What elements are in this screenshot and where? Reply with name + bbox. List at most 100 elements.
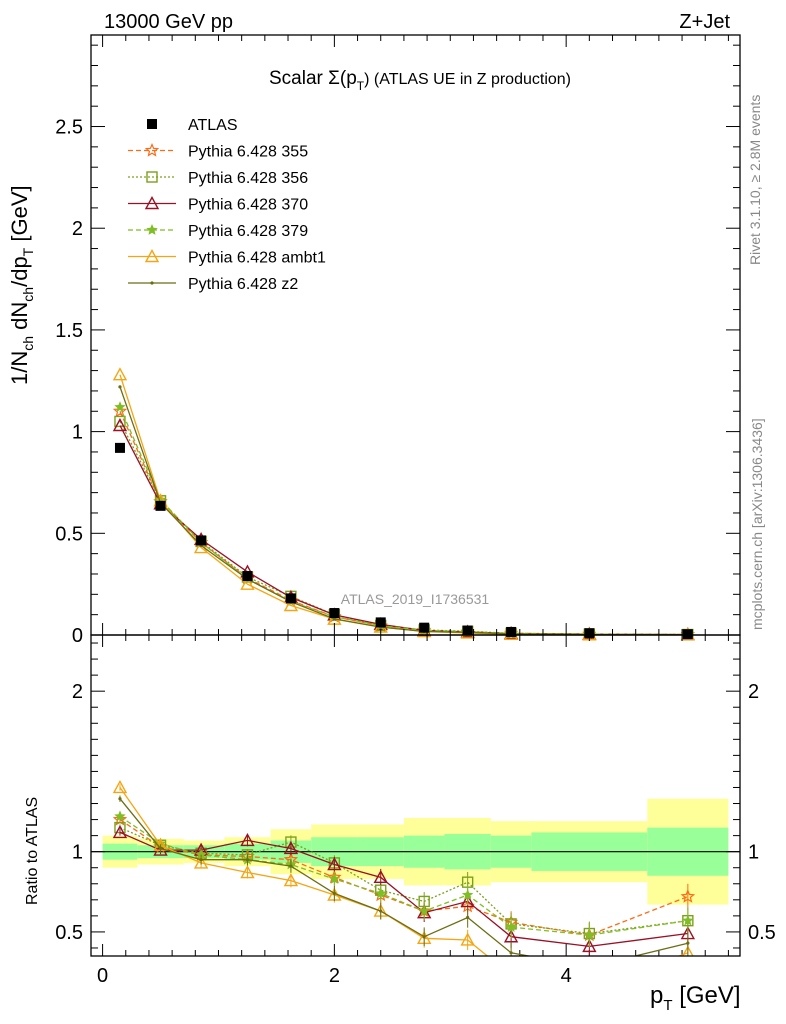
ratio-data-point	[375, 887, 387, 899]
ratio-data-point	[422, 935, 426, 939]
atlas-data-point	[329, 608, 340, 619]
y-tick-label: 1.5	[55, 320, 83, 342]
atlas-data-point	[506, 626, 517, 637]
legend-label: Pythia 6.428 355	[188, 144, 308, 161]
ratio-y-tick-label-right: 1	[748, 842, 759, 864]
ratio-y-tick-label: 1	[72, 842, 83, 864]
ratio-panel: 0 2 4 0.5 0.5 1 1 2 2	[55, 634, 776, 987]
legend-swatch-marker	[144, 196, 160, 210]
ratio-data-point	[418, 905, 430, 916]
atlas-data-point	[155, 500, 166, 511]
ratio-data-point	[682, 914, 694, 926]
ratio-plot-frame	[90, 634, 741, 957]
atlas-data-point	[114, 442, 125, 453]
ratio-data-point	[289, 864, 293, 868]
ratio-data-point	[118, 797, 122, 801]
ratio-data-point	[373, 869, 388, 884]
series-line	[119, 411, 688, 636]
data-point	[114, 401, 126, 413]
ratio-y-tick-label: 2	[72, 681, 83, 703]
atlas-data-point	[419, 622, 430, 633]
ratio-data-point	[328, 873, 341, 884]
ratio-data-point	[112, 824, 128, 839]
ratio-y-tick-label: 0.5	[55, 922, 83, 944]
atlas-data-point	[462, 625, 473, 636]
ratio-series-line	[119, 815, 688, 936]
top-y-axis-label: 1/Nch dNch/dpT [GeV]	[7, 185, 36, 385]
watermark-analysis: ATLAS_2019_I1736531	[341, 591, 490, 607]
ratio-data-point	[682, 945, 694, 956]
ratio-series-line	[119, 831, 688, 948]
legend-swatch-marker	[150, 281, 154, 285]
data-point	[112, 403, 128, 418]
y-tick-label: 0.5	[55, 523, 83, 545]
data-point	[112, 418, 128, 432]
series-line	[119, 386, 688, 636]
process-label: Z+Jet	[679, 11, 730, 33]
series-line	[119, 421, 688, 636]
ratio-series-line	[119, 798, 688, 956]
ratio-data-point	[114, 810, 126, 822]
legend: ATLAS Pythia 6.428 355 Pythia 6.428 356 Pyt…	[128, 117, 326, 293]
atlas-data-point	[375, 617, 386, 628]
y-tick-label: 2.5	[55, 117, 83, 139]
legend-swatch-marker	[146, 224, 158, 235]
ratio-series-group	[112, 780, 696, 956]
y-tick-label: 2	[72, 218, 83, 240]
legend-label: Pythia 6.428 370	[188, 197, 308, 214]
ratio-series-line	[119, 827, 688, 935]
x-axis-label: pT [GeV]	[650, 982, 741, 1014]
ratio-data-point	[240, 832, 255, 847]
data-point	[118, 385, 122, 389]
ratio-data-point	[461, 889, 474, 900]
ratio-series-line	[119, 787, 689, 956]
atlas-data-point	[242, 571, 253, 582]
ratio-data-point	[327, 857, 342, 871]
legend-label: Pythia 6.428 ambt1	[188, 250, 326, 267]
legend-swatch-marker	[146, 171, 158, 183]
x-tick-label: 4	[561, 965, 572, 987]
legend-swatch-marker	[144, 249, 160, 263]
x-tick-label: 2	[329, 965, 340, 987]
ratio-data-point	[199, 858, 203, 862]
ratio-data-point	[158, 846, 163, 851]
ratio-data-point	[583, 929, 595, 940]
data-point	[112, 367, 128, 381]
ratio-data-point	[460, 932, 475, 946]
ratio-data-point	[195, 848, 207, 860]
x-tick-label: 0	[97, 965, 108, 987]
legend-swatch-marker	[147, 119, 157, 129]
energy-label: 13000 GeV pp	[104, 11, 233, 33]
atlas-data-point	[196, 535, 207, 546]
legend-swatch-marker	[144, 142, 160, 157]
legend-label: Pythia 6.428 379	[188, 223, 308, 240]
data-point	[283, 598, 299, 612]
legend-label: Pythia 6.428 356	[188, 170, 308, 187]
legend-label: Pythia 6.428 z2	[188, 276, 298, 293]
ratio-data-point	[332, 891, 336, 896]
ratio-data-point	[509, 951, 513, 955]
y-tick-label: 0	[72, 625, 83, 647]
ratio-data-point	[460, 893, 475, 908]
top-panel: 0 0.5 1 1.5 2 2.5	[55, 34, 741, 956]
ratio-data-point	[283, 841, 299, 855]
rivet-label: Rivet 3.1.10, ≥ 2.8M events	[747, 95, 763, 265]
ratio-data-point	[680, 889, 696, 903]
ratio-data-point	[112, 780, 128, 794]
ratio-data-point	[466, 915, 470, 920]
ratio-data-point	[379, 909, 383, 913]
ratio-data-point	[283, 873, 299, 887]
ratio-data-point	[240, 865, 255, 879]
ratio-data-point	[582, 938, 597, 953]
ratio-data-point	[686, 941, 690, 945]
ratio-data-point	[245, 858, 250, 862]
plot-title: Scalar Σ(pT) (ATLAS UE in Z production)	[269, 68, 571, 93]
ratio-data-point	[505, 921, 517, 932]
mcplots-label: mcplots.cern.ch [arXiv:1306.3436]	[749, 418, 765, 630]
ratio-y-tick-label-right: 2	[748, 681, 759, 703]
ratio-y-axis-label: Ratio to ATLAS	[24, 797, 41, 905]
legend-label: ATLAS	[188, 117, 238, 134]
atlas-data-point	[285, 593, 296, 604]
y-tick-label: 1	[72, 422, 83, 444]
